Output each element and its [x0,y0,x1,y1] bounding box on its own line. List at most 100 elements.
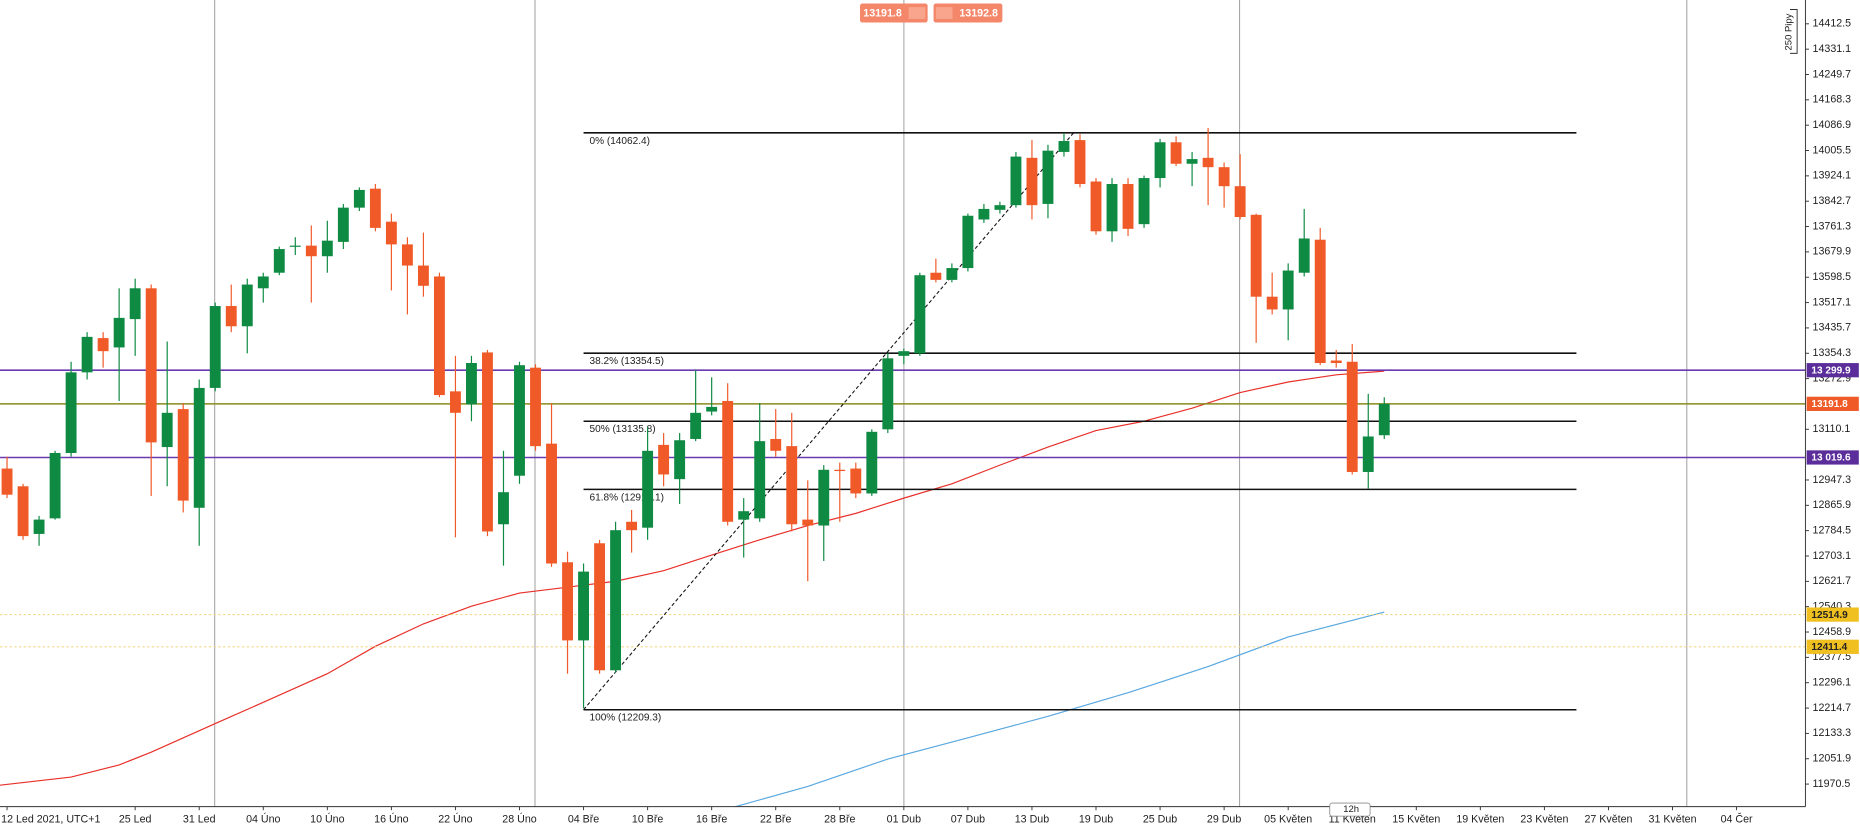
price-tag [1806,396,1859,411]
candle-body [129,288,141,320]
plot-area: 0% (14062.4) 38.2% (13354.5) 50% (13135.8)… [0,127,1806,807]
candle-body [1074,140,1086,184]
y-tick-label: 12621.7 [1813,575,1852,587]
candle-body [433,276,445,396]
candle-body [850,468,862,494]
x-tick-label: 27 Květen [1584,814,1632,826]
candle-body [642,450,654,528]
y-tick-label: 13110.1 [1813,423,1851,435]
candle-body [738,511,750,520]
y-tick-label: 12133.3 [1813,727,1852,739]
candle-body [1330,360,1342,364]
candle-body [914,275,926,354]
candle-body [1058,141,1070,152]
y-tick-label: 12214.7 [1813,702,1852,714]
candle-body [97,338,109,352]
candle-body [353,189,365,208]
x-tick-label: 15 Květen [1392,814,1440,826]
candle-body [1026,157,1038,206]
x-tick-label: 31 Led [183,814,216,826]
candle-body [818,469,830,526]
candle-body [321,240,333,257]
candle-body [1122,183,1134,229]
y-tick-label: 14331.1 [1813,43,1852,55]
candle-body [1042,150,1054,204]
candle-body [498,492,509,525]
pip-label: 250 Pipy [1783,13,1794,50]
y-tick-label: 14249.7 [1813,68,1852,80]
y-tick-label: 14168.3 [1813,94,1852,106]
candle-body [369,188,381,228]
x-tick-label: 29 Dub [1207,814,1241,826]
candle-body [770,438,782,451]
candle-body [1234,186,1246,217]
y-tick-label: 14412.5 [1813,18,1852,30]
interval-label: 12h [1343,804,1359,815]
candle-body [1138,178,1150,225]
candle-body [834,469,846,472]
candle-body [1378,403,1390,436]
candle-body [1250,214,1262,297]
moving-average [733,611,1385,807]
fib-label: 50% (13135.8) [589,424,655,435]
x-tick-label: 22 Bře [760,814,791,826]
candle-body [674,440,686,480]
candle-body [690,412,702,439]
x-tick-label: 10 Bře [632,814,663,826]
y-tick-label: 13842.7 [1813,195,1852,207]
candle-body [722,400,734,522]
candle-body [946,268,958,280]
y-tick-label: 13924.1 [1813,170,1852,182]
candle-body [81,336,93,373]
candle-body [978,208,990,220]
candle-body [289,245,301,247]
y-tick-label: 13679.9 [1813,246,1852,258]
price-tag-label: 12411.4 [1811,642,1847,653]
y-tick-label: 12296.1 [1813,677,1852,689]
candle-body [337,207,349,242]
x-tick-label: 28 Úno [502,813,536,826]
x-tick-label: 13 Dub [1015,814,1049,826]
candle-body [401,244,413,266]
interval-badge: 12h [1329,802,1371,817]
x-tick-label: 23 Květen [1520,814,1568,826]
x-tick-label: 31 Květen [1649,814,1697,826]
price-tag [1806,607,1859,622]
candle-body [1186,159,1198,164]
candle-body [33,519,45,534]
candle-body [466,363,477,405]
candle-body [113,317,125,348]
candle-body [177,409,189,501]
fib-label: 0% (14062.4) [589,136,650,147]
candle-body [546,443,557,564]
candle-body [706,406,718,412]
candle-body [241,284,253,327]
candle-body [754,441,766,519]
x-tick-label: 19 Dub [1079,814,1113,826]
x-tick-label: 16 Bře [696,814,727,826]
buy-price: 13192.8 [959,7,998,19]
candle-body [866,431,878,494]
x-tick-label: 19 Květen [1456,814,1504,826]
price-tag-label: 13191.8 [1811,399,1848,410]
candle-body [658,444,670,475]
sell-price: 13191.8 [863,7,902,19]
pip-bracket [1790,9,1798,54]
candle-body [1266,296,1278,310]
candle-body [145,288,157,443]
interval-box[interactable] [1329,802,1371,817]
candle-body [1010,156,1022,206]
candle-body [994,205,1006,210]
y-tick-label: 12703.1 [1813,550,1852,562]
price-tag [1806,363,1859,378]
x-tick-label: 04 Úno [246,813,280,826]
candle-body [161,412,173,448]
price-tag [1806,639,1859,654]
candle-body [1090,181,1102,232]
price-tag-label: 13 299.9 [1811,365,1851,376]
x-tick-label: 04 Bře [568,814,599,826]
moving-average [0,370,1385,786]
candle-body [209,306,221,388]
candle-body [1314,239,1326,364]
